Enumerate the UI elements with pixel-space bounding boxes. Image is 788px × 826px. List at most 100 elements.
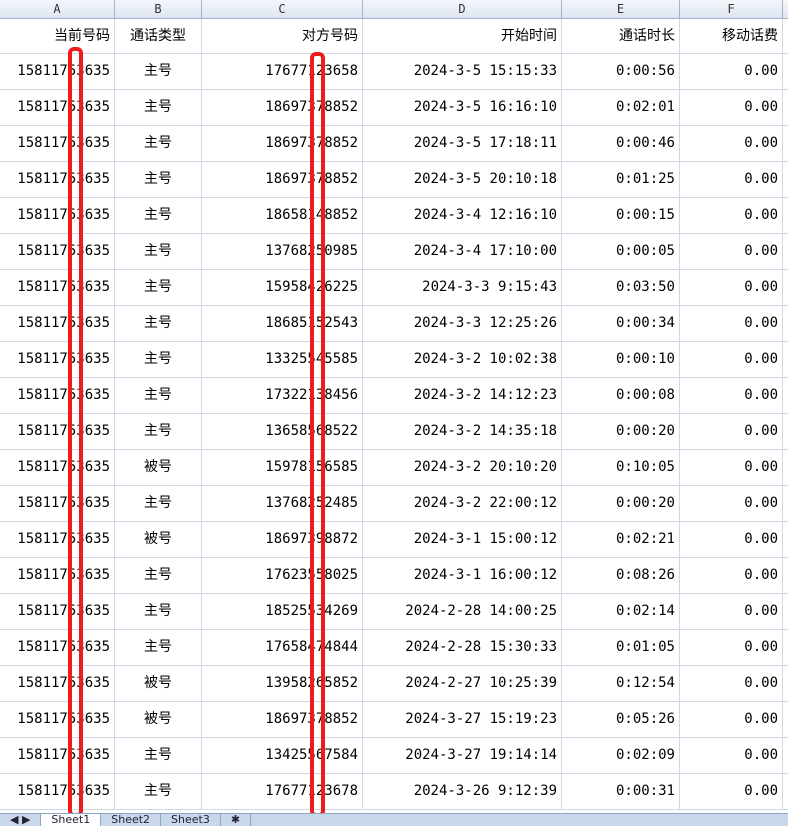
table-cell[interactable]: 0:00:20 [562,486,680,521]
header-cell[interactable]: 通话时长 [562,19,680,53]
table-cell[interactable]: 2024-3-5 17:18:11 [363,126,562,161]
table-cell[interactable]: 2024-3-2 10:02:38 [363,342,562,377]
table-cell[interactable]: 0.00 [680,342,783,377]
table-cell[interactable]: 0:00:34 [562,306,680,341]
table-cell[interactable]: 2024-3-2 20:10:20 [363,450,562,485]
table-cell[interactable]: 17322138456 [202,378,363,413]
table-cell[interactable]: 13768252485 [202,486,363,521]
table-cell[interactable]: 13325545585 [202,342,363,377]
table-cell[interactable]: 0.00 [680,306,783,341]
table-cell[interactable]: 0.00 [680,486,783,521]
table-cell[interactable]: 13658568522 [202,414,363,449]
column-header-f[interactable]: F [680,0,783,18]
table-cell[interactable]: 18685152543 [202,306,363,341]
table-cell[interactable]: 0.00 [680,666,783,701]
table-cell[interactable]: 13768250985 [202,234,363,269]
table-cell[interactable]: 2024-3-4 12:16:10 [363,198,562,233]
table-cell[interactable]: 18697378852 [202,162,363,197]
table-cell[interactable]: 0:02:21 [562,522,680,557]
sheet-tab-1[interactable]: Sheet1 [41,814,102,826]
table-cell[interactable]: 0:01:05 [562,630,680,665]
table-cell[interactable]: 0:02:01 [562,90,680,125]
table-cell[interactable]: 18697378852 [202,702,363,737]
table-cell[interactable]: 15811753635 [0,378,115,413]
table-cell[interactable]: 主号 [115,198,202,233]
table-cell[interactable]: 2024-3-3 12:25:26 [363,306,562,341]
table-cell[interactable]: 0.00 [680,558,783,593]
table-cell[interactable]: 0.00 [680,414,783,449]
table-cell[interactable]: 0:10:05 [562,450,680,485]
table-cell[interactable]: 0:00:08 [562,378,680,413]
table-cell[interactable]: 0.00 [680,702,783,737]
table-cell[interactable]: 13425567584 [202,738,363,773]
sheet-tab-2[interactable]: Sheet2 [101,814,162,826]
table-cell[interactable]: 17677123658 [202,54,363,89]
table-cell[interactable]: 2024-3-1 15:00:12 [363,522,562,557]
table-cell[interactable]: 0.00 [680,522,783,557]
table-cell[interactable]: 18697378852 [202,90,363,125]
column-header-c[interactable]: C [202,0,363,18]
table-cell[interactable]: 2024-3-4 17:10:00 [363,234,562,269]
table-cell[interactable]: 0.00 [680,162,783,197]
table-cell[interactable]: 2024-3-1 16:00:12 [363,558,562,593]
table-cell[interactable]: 被号 [115,702,202,737]
table-cell[interactable]: 15811753635 [0,558,115,593]
table-cell[interactable]: 0:00:20 [562,414,680,449]
table-cell[interactable]: 0.00 [680,738,783,773]
header-cell[interactable]: 开始时间 [363,19,562,53]
header-cell[interactable]: 对方号码 [202,19,363,53]
table-cell[interactable]: 13958265852 [202,666,363,701]
table-cell[interactable]: 15811753635 [0,306,115,341]
table-cell[interactable]: 15811753635 [0,666,115,701]
table-cell[interactable]: 主号 [115,306,202,341]
table-cell[interactable]: 主号 [115,54,202,89]
table-cell[interactable]: 0.00 [680,126,783,161]
sheet-tab-3[interactable]: Sheet3 [161,814,221,826]
table-cell[interactable]: 2024-3-26 9:12:39 [363,774,562,809]
table-cell[interactable]: 0:02:09 [562,738,680,773]
table-cell[interactable]: 15811753635 [0,522,115,557]
column-header-b[interactable]: B [115,0,202,18]
table-cell[interactable]: 17677123678 [202,774,363,809]
table-cell[interactable]: 15811753635 [0,594,115,629]
table-cell[interactable]: 主号 [115,414,202,449]
table-cell[interactable]: 15958426225 [202,270,363,305]
table-cell[interactable]: 主号 [115,234,202,269]
table-cell[interactable]: 15811753635 [0,774,115,809]
table-cell[interactable]: 2024-2-28 15:30:33 [363,630,562,665]
table-cell[interactable]: 15811753635 [0,738,115,773]
table-cell[interactable]: 18658148852 [202,198,363,233]
table-cell[interactable]: 0:05:26 [562,702,680,737]
table-cell[interactable]: 18525534269 [202,594,363,629]
table-cell[interactable]: 0.00 [680,594,783,629]
header-cell[interactable]: 移动话费 [680,19,783,53]
table-cell[interactable]: 15811753635 [0,126,115,161]
table-cell[interactable]: 15811753635 [0,486,115,521]
table-cell[interactable]: 15811753635 [0,198,115,233]
table-cell[interactable]: 主号 [115,270,202,305]
table-cell[interactable]: 15811753635 [0,234,115,269]
table-cell[interactable]: 15811753635 [0,414,115,449]
table-cell[interactable]: 主号 [115,594,202,629]
table-cell[interactable]: 2024-2-27 10:25:39 [363,666,562,701]
table-cell[interactable]: 15811753635 [0,162,115,197]
table-cell[interactable]: 2024-3-2 14:35:18 [363,414,562,449]
table-cell[interactable]: 主号 [115,90,202,125]
table-cell[interactable]: 主号 [115,630,202,665]
new-sheet-icon[interactable]: ✱ [221,814,252,826]
table-cell[interactable]: 0.00 [680,198,783,233]
table-cell[interactable]: 被号 [115,522,202,557]
table-cell[interactable]: 0:00:10 [562,342,680,377]
table-cell[interactable]: 主号 [115,558,202,593]
table-cell[interactable]: 主号 [115,126,202,161]
table-cell[interactable]: 被号 [115,450,202,485]
header-cell[interactable]: 当前号码 [0,19,115,53]
table-cell[interactable]: 15811753635 [0,630,115,665]
table-cell[interactable]: 0.00 [680,234,783,269]
table-cell[interactable]: 2024-3-5 15:15:33 [363,54,562,89]
table-cell[interactable]: 0.00 [680,774,783,809]
table-cell[interactable]: 0.00 [680,450,783,485]
sheet-nav-button[interactable]: ◀ ▶ [0,814,42,826]
table-cell[interactable]: 0:00:56 [562,54,680,89]
table-cell[interactable]: 0.00 [680,270,783,305]
